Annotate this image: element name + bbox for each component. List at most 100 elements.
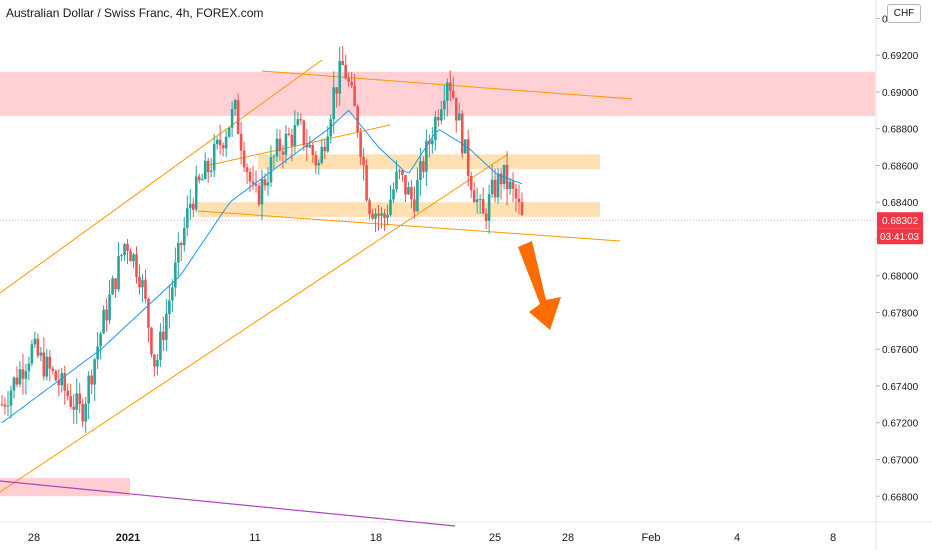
candle-body — [111, 278, 114, 295]
candle-body — [0, 404, 4, 406]
candle-body — [54, 370, 58, 381]
candle-body — [445, 82, 449, 101]
candle-body — [117, 256, 120, 290]
candle-body — [206, 160, 210, 173]
price-tick-label: 0.68000 — [882, 272, 919, 283]
candle-body — [251, 181, 255, 184]
candle-body — [236, 100, 240, 134]
candle-body — [209, 170, 213, 173]
candle-body — [57, 380, 61, 386]
candle-body — [72, 406, 76, 410]
time-tick-label: 18 — [370, 532, 382, 544]
price-axis[interactable]: 0.694000.692000.690000.688000.686000.684… — [876, 14, 919, 503]
candle-body — [314, 155, 318, 166]
time-axis[interactable]: 28 2021 11 18 25 28 Feb 4 8 — [28, 532, 836, 544]
candle-body — [215, 139, 219, 145]
purple-trendline — [0, 480, 456, 527]
candle-body — [21, 369, 25, 379]
candle-body — [81, 404, 84, 422]
time-tick-label: 4 — [734, 532, 740, 544]
candle-body — [135, 254, 138, 277]
candle-body — [200, 179, 204, 181]
candle-body — [129, 251, 132, 262]
candle-body — [478, 199, 482, 201]
candle-body — [463, 139, 467, 154]
candle-body — [386, 214, 389, 218]
candle-body — [150, 327, 153, 355]
price-tick-label: 0.67800 — [882, 308, 919, 319]
candle-body — [99, 333, 102, 347]
candle-body — [33, 338, 37, 345]
price-tick-label: 0.68400 — [882, 198, 919, 209]
time-tick-label: 28 — [562, 532, 574, 544]
bearish-arrow-icon — [518, 241, 561, 330]
candle-body — [248, 171, 252, 182]
candle-body — [153, 354, 156, 367]
candle-body — [242, 150, 246, 168]
candle-body — [66, 390, 70, 397]
candle-body — [502, 164, 506, 185]
candle-body — [224, 136, 228, 149]
candle-body — [496, 173, 500, 198]
candle-body — [350, 81, 353, 86]
candle-body — [254, 183, 258, 186]
candle-body — [487, 194, 491, 221]
candle-body — [511, 181, 515, 189]
candle-body — [451, 90, 455, 98]
price-tick-label: 0.69000 — [882, 88, 919, 99]
candle-body — [508, 181, 512, 190]
candle-body — [138, 276, 141, 288]
candle-body — [481, 199, 485, 214]
candle-body — [6, 405, 10, 407]
candle-body — [144, 279, 147, 299]
candle-body — [317, 163, 321, 166]
support-zone-1 — [258, 154, 600, 170]
candle-body — [15, 377, 19, 385]
candle-body — [353, 85, 356, 107]
candle-body — [42, 352, 46, 377]
candle-body — [239, 133, 243, 151]
candle-body — [311, 145, 315, 156]
candle-body — [263, 179, 267, 186]
currency-badge[interactable]: CHF — [887, 4, 921, 23]
candle-body — [368, 200, 371, 215]
candle-body — [126, 244, 129, 252]
candle-body — [514, 188, 518, 199]
candle-body — [505, 164, 509, 190]
candle-body — [69, 396, 73, 407]
candle-body — [87, 375, 90, 404]
candle-body — [404, 174, 407, 195]
candle-body — [177, 242, 180, 263]
candle-body — [365, 165, 368, 201]
last-price-label: 0.68302 03:41:03 — [0, 212, 923, 245]
price-tick-label: 0.68800 — [882, 125, 919, 136]
time-tick-label: 11 — [249, 532, 260, 544]
last-price-badge — [877, 212, 923, 229]
candle-body — [392, 189, 395, 200]
time-tick-label: Feb — [642, 532, 661, 544]
candle-body — [120, 254, 123, 257]
candle-body — [168, 300, 171, 314]
candle-body — [308, 145, 312, 148]
candle-body — [278, 138, 282, 152]
candle-body — [356, 106, 359, 133]
channel-upper-line — [0, 59, 323, 294]
countdown-badge — [877, 228, 923, 245]
candle-body — [383, 213, 386, 218]
candle-body — [359, 132, 362, 157]
price-tick-label: 0.66800 — [882, 492, 919, 503]
candle-body — [493, 179, 497, 198]
candle-body — [335, 87, 339, 94]
candle-body — [245, 167, 249, 172]
support-trendline — [197, 210, 621, 242]
candle-body — [434, 116, 437, 141]
candle-body — [472, 190, 476, 203]
candle-body — [90, 375, 93, 385]
price-tick-label: 0.68600 — [882, 161, 919, 172]
candle-body — [162, 331, 165, 340]
candle-body — [401, 170, 404, 175]
channel-lower-line — [0, 153, 509, 493]
candle-body — [454, 97, 458, 121]
